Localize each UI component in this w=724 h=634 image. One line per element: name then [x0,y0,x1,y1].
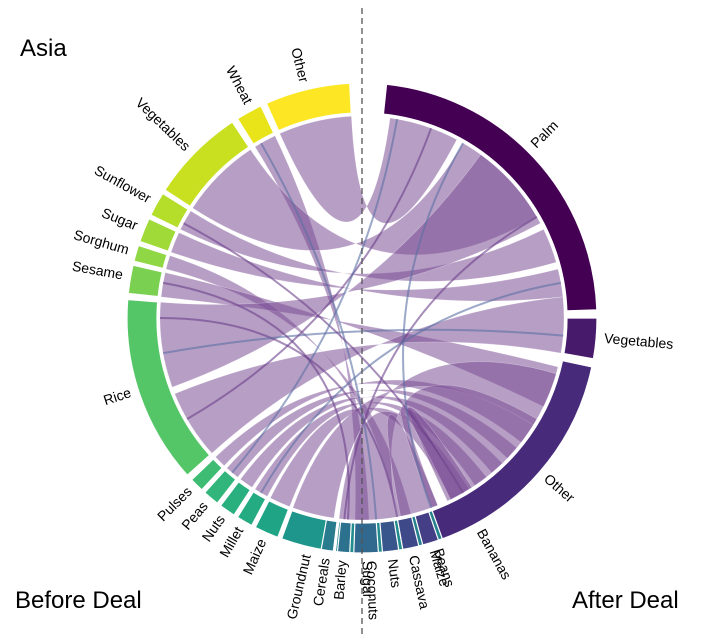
ribbons-group [159,115,565,521]
after-arc-sugar [353,521,380,554]
ribbon-0 [279,115,458,224]
before-arc-wheat [236,105,275,145]
before-arc-sorghum [133,244,168,270]
thin-link-0 [159,317,399,518]
before-arc-sesame [127,264,163,298]
before-label-sugar: Sugar [100,204,141,233]
ribbon-4 [170,232,564,302]
before-label-bananas: Bananas [474,526,515,582]
thin-link-3 [260,142,378,520]
after-label-cereals: Cereals [310,557,333,607]
before-arc-millet [236,491,267,527]
before-label-other: Other [288,46,312,84]
thin-link-5 [231,118,399,474]
after-label-other: Other [541,470,578,505]
before-arc-peas [203,469,237,505]
after-arc-palm [382,83,598,312]
after-label-nuts: Nuts [385,558,404,589]
after-deal-title: After Deal [572,587,679,614]
before-arc-other [265,82,352,132]
before-label-maize: Maize [240,536,270,577]
after-arc-maize [414,511,440,546]
before-arc-pulses [190,458,224,491]
before-label-coconuts: Coconuts [364,561,382,621]
before-label-vegetables: Vegetables [133,94,194,154]
thin-link-2 [186,127,433,420]
before-arc-vegetables [164,121,250,208]
region-title: Asia [20,35,67,62]
thin-link-7 [402,142,464,509]
before-label-rice: Rice [101,384,133,408]
ribbon-3 [179,210,557,282]
after-label-palm: Palm [527,117,561,151]
after-arc-cassava [396,516,420,551]
thin-link-8 [162,281,350,520]
before-arc-sugar [139,217,178,253]
before-label-groundnut: Groundnut [283,553,313,621]
before-label-sunflower: Sunflower [92,162,155,206]
before-deal-title: Before Deal [15,587,142,614]
ribbon-7 [159,154,541,388]
before-label-wheat: Wheat [223,63,256,106]
ribbon-17 [400,406,473,509]
after-label-sugar: Sugar [359,561,376,599]
after-arc-barley [336,521,352,554]
after-label-barley: Barley [331,560,350,601]
before-label-sorghum: Sorghum [72,226,131,257]
after-arc-nuts [379,519,400,553]
before-label-sesame: Sesame [71,258,125,283]
arcs-group [126,82,598,554]
after-arc-cereals [320,519,338,552]
thin-link-9 [260,281,562,494]
after-arc-vegetables [563,317,598,360]
after-label-cassava: Cassava [406,554,433,611]
ribbon-8 [174,296,565,454]
before-arc-sunflower [149,192,189,229]
thin-link-4 [183,222,464,494]
before-arc-nuts [219,480,252,516]
before-arc-maize [254,499,290,539]
after-arc-other [431,359,593,540]
before-arc-rice [126,298,211,477]
after-label-vegetables: Vegetables [604,330,674,352]
